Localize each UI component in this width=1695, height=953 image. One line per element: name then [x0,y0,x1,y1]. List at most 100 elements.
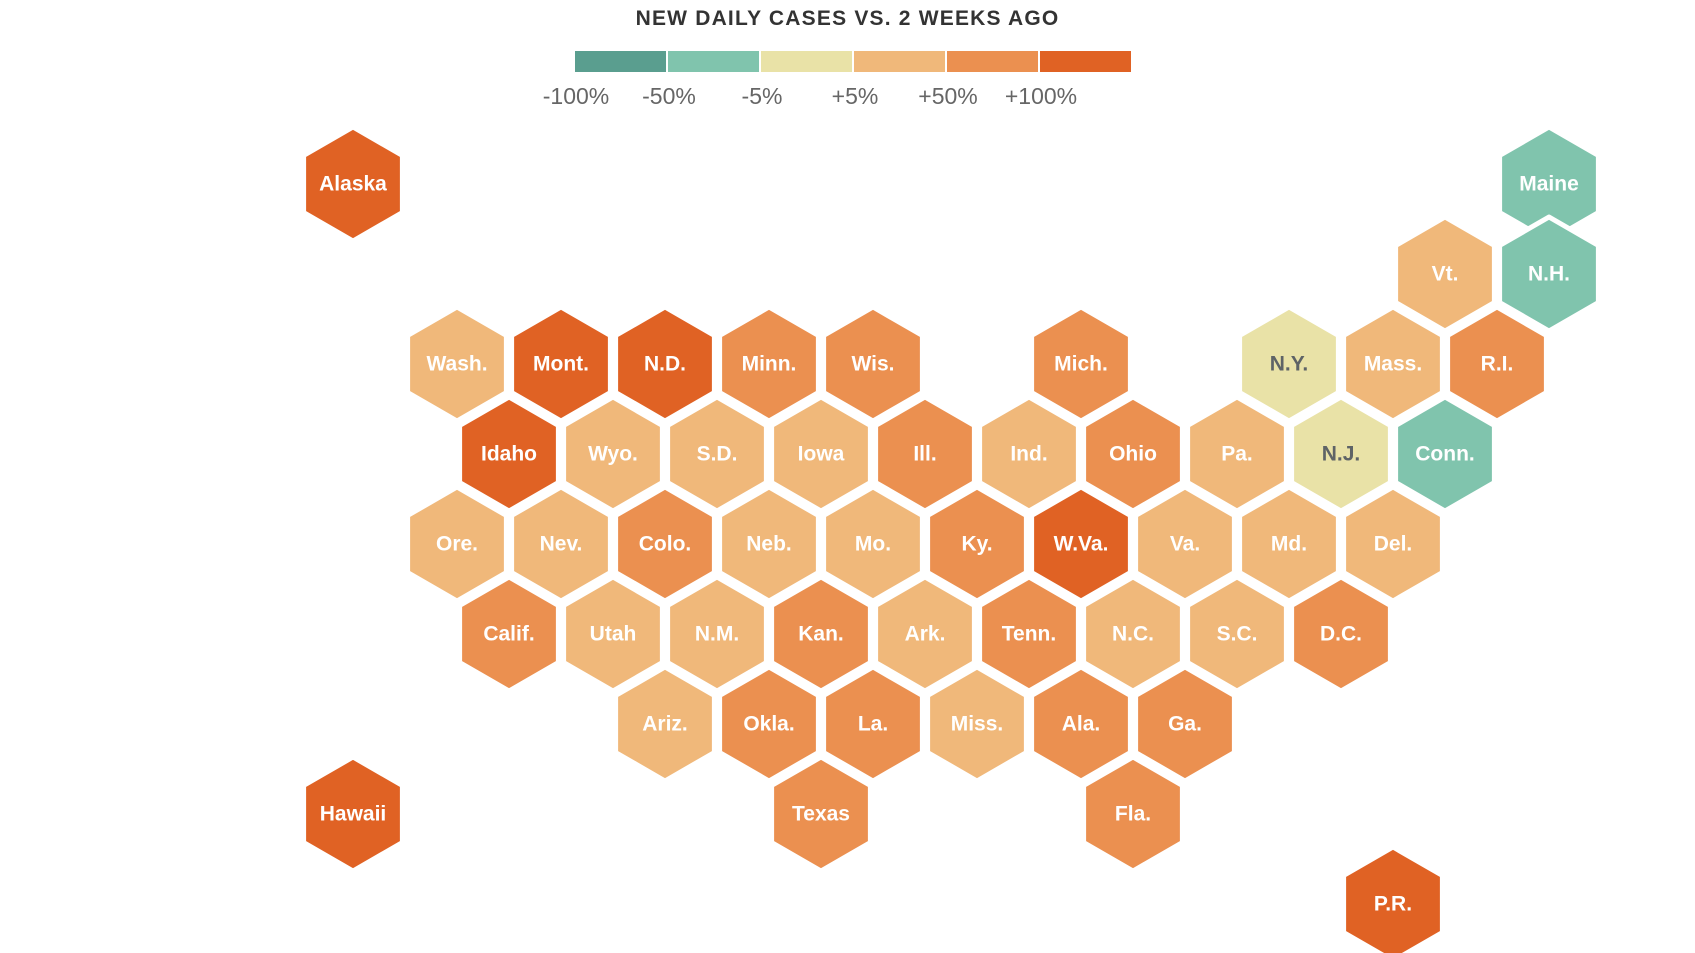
state-hex[interactable] [457,394,561,514]
state-hex[interactable] [665,394,769,514]
state-tile-tenn[interactable]: Tenn. [977,574,1081,694]
state-tile-mich[interactable]: Mich. [1029,304,1133,424]
state-tile-n-c[interactable]: N.C. [1081,574,1185,694]
state-tile-ariz[interactable]: Ariz. [613,664,717,784]
state-hex[interactable] [1341,844,1445,953]
state-tile-la[interactable]: La. [821,664,925,784]
state-tile-ala[interactable]: Ala. [1029,664,1133,784]
state-tile-n-h[interactable]: N.H. [1497,214,1601,334]
state-tile-hawaii[interactable]: Hawaii [301,754,405,874]
state-hex[interactable] [821,664,925,784]
state-hex[interactable] [1289,574,1393,694]
state-tile-alaska[interactable]: Alaska [301,124,405,244]
state-tile-texas[interactable]: Texas [769,754,873,874]
state-hex[interactable] [821,484,925,604]
state-hex[interactable] [717,304,821,424]
state-tile-n-y[interactable]: N.Y. [1237,304,1341,424]
state-hex[interactable] [821,304,925,424]
state-hex[interactable] [873,574,977,694]
state-tile-p-r[interactable]: P.R. [1341,844,1445,953]
state-tile-r-i[interactable]: R.I. [1445,304,1549,424]
state-tile-mo[interactable]: Mo. [821,484,925,604]
state-tile-ore[interactable]: Ore. [405,484,509,604]
state-hex[interactable] [613,304,717,424]
state-tile-wyo[interactable]: Wyo. [561,394,665,514]
state-tile-wash[interactable]: Wash. [405,304,509,424]
state-hex[interactable] [1185,574,1289,694]
state-hex[interactable] [1133,484,1237,604]
state-hex[interactable] [1393,214,1497,334]
state-hex[interactable] [405,484,509,604]
state-hex[interactable] [769,574,873,694]
state-hex[interactable] [1029,304,1133,424]
state-hex[interactable] [457,574,561,694]
state-tile-va[interactable]: Va. [1133,484,1237,604]
state-tile-n-j[interactable]: N.J. [1289,394,1393,514]
state-hex[interactable] [769,754,873,874]
state-tile-ind[interactable]: Ind. [977,394,1081,514]
state-tile-vt[interactable]: Vt. [1393,214,1497,334]
state-tile-minn[interactable]: Minn. [717,304,821,424]
state-tile-colo[interactable]: Colo. [613,484,717,604]
state-hex[interactable] [1237,484,1341,604]
state-tile-mont[interactable]: Mont. [509,304,613,424]
state-hex[interactable] [405,304,509,424]
state-hex[interactable] [717,484,821,604]
state-hex[interactable] [509,304,613,424]
state-tile-ky[interactable]: Ky. [925,484,1029,604]
state-tile-s-d[interactable]: S.D. [665,394,769,514]
state-hex[interactable] [613,484,717,604]
state-hex[interactable] [1497,214,1601,334]
state-tile-ill[interactable]: Ill. [873,394,977,514]
state-hex[interactable] [1341,304,1445,424]
state-tile-wis[interactable]: Wis. [821,304,925,424]
state-tile-w-va[interactable]: W.Va. [1029,484,1133,604]
state-hex[interactable] [1081,754,1185,874]
state-tile-d-c[interactable]: D.C. [1289,574,1393,694]
state-tile-n-m[interactable]: N.M. [665,574,769,694]
state-hex[interactable] [561,394,665,514]
state-tile-n-d[interactable]: N.D. [613,304,717,424]
state-tile-ga[interactable]: Ga. [1133,664,1237,784]
state-hex[interactable] [1289,394,1393,514]
state-tile-miss[interactable]: Miss. [925,664,1029,784]
state-hex[interactable] [1029,484,1133,604]
state-hex[interactable] [1237,304,1341,424]
state-hex[interactable] [1393,394,1497,514]
state-hex[interactable] [977,574,1081,694]
state-hex[interactable] [873,394,977,514]
state-hex[interactable] [925,664,1029,784]
state-tile-ark[interactable]: Ark. [873,574,977,694]
state-tile-utah[interactable]: Utah [561,574,665,694]
state-hex[interactable] [1445,304,1549,424]
state-tile-nev[interactable]: Nev. [509,484,613,604]
state-tile-kan[interactable]: Kan. [769,574,873,694]
state-hex[interactable] [977,394,1081,514]
state-hex[interactable] [925,484,1029,604]
state-tile-iowa[interactable]: Iowa [769,394,873,514]
state-hex[interactable] [1185,394,1289,514]
state-hex[interactable] [509,484,613,604]
state-tile-conn[interactable]: Conn. [1393,394,1497,514]
state-hex[interactable] [1341,484,1445,604]
state-tile-idaho[interactable]: Idaho [457,394,561,514]
state-tile-mass[interactable]: Mass. [1341,304,1445,424]
state-hex[interactable] [665,574,769,694]
state-tile-del[interactable]: Del. [1341,484,1445,604]
state-tile-neb[interactable]: Neb. [717,484,821,604]
state-hex[interactable] [301,124,405,244]
state-hex[interactable] [613,664,717,784]
state-hex[interactable] [301,754,405,874]
state-hex[interactable] [561,574,665,694]
state-hex[interactable] [1081,574,1185,694]
state-hex[interactable] [1081,394,1185,514]
state-tile-fla[interactable]: Fla. [1081,754,1185,874]
state-hex[interactable] [1133,664,1237,784]
state-hex[interactable] [717,664,821,784]
state-tile-md[interactable]: Md. [1237,484,1341,604]
state-tile-pa[interactable]: Pa. [1185,394,1289,514]
state-tile-okla[interactable]: Okla. [717,664,821,784]
state-tile-calif[interactable]: Calif. [457,574,561,694]
state-hex[interactable] [1029,664,1133,784]
state-tile-s-c[interactable]: S.C. [1185,574,1289,694]
